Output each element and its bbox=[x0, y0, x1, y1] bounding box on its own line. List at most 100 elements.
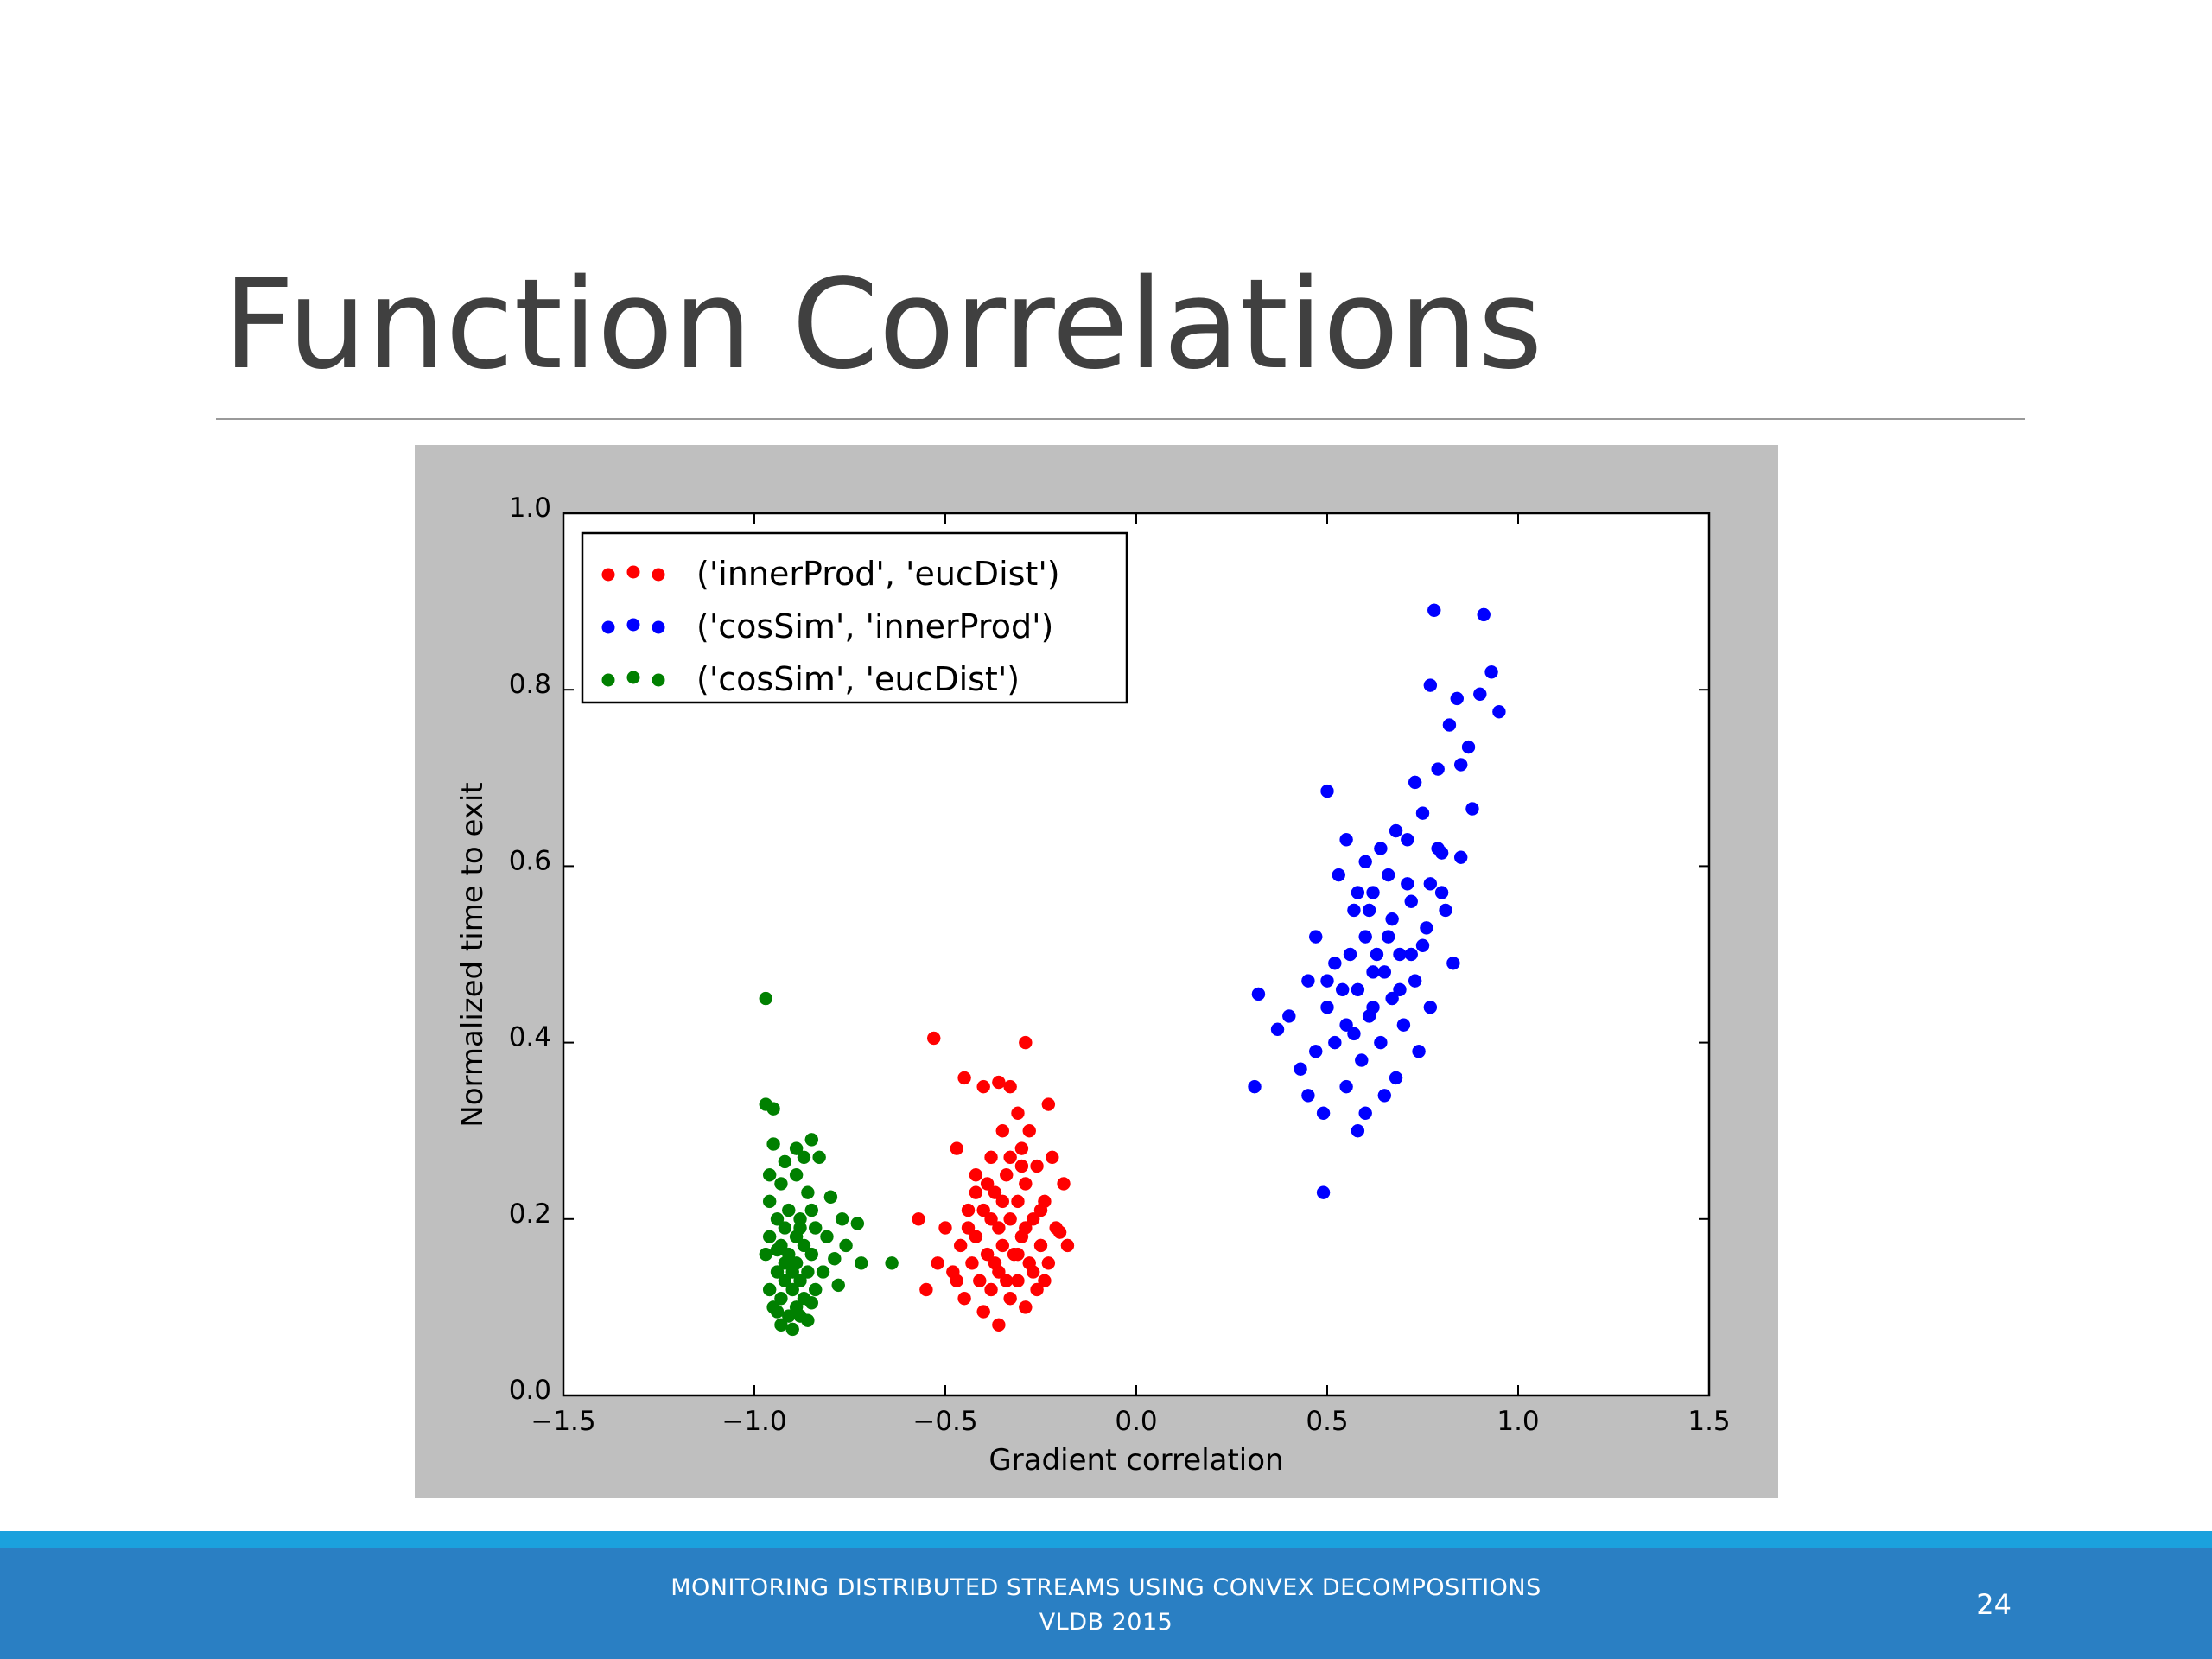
data-point bbox=[976, 1203, 990, 1217]
x-tick-label: −1.0 bbox=[721, 1406, 786, 1437]
legend-label: ('innerProd', 'eucDist') bbox=[696, 555, 1060, 593]
data-point bbox=[995, 1194, 1010, 1209]
data-point bbox=[1401, 833, 1414, 847]
data-point bbox=[1374, 842, 1388, 855]
data-point bbox=[1358, 1106, 1372, 1121]
data-point bbox=[992, 1075, 1006, 1090]
data-point bbox=[988, 1185, 1002, 1199]
data-point bbox=[1351, 982, 1365, 997]
data-point bbox=[1396, 1018, 1411, 1032]
data-point bbox=[1022, 1123, 1036, 1138]
data-point bbox=[976, 1079, 990, 1094]
y-tick-label: 0.0 bbox=[509, 1375, 551, 1406]
data-point bbox=[789, 1141, 804, 1155]
data-point bbox=[1038, 1274, 1052, 1288]
slide-number: 24 bbox=[1976, 1588, 2012, 1621]
data-point bbox=[980, 1247, 995, 1262]
legend-label: ('cosSim', 'eucDist') bbox=[696, 660, 1020, 698]
legend-marker bbox=[652, 568, 665, 582]
data-point bbox=[995, 1238, 1010, 1253]
data-point bbox=[778, 1221, 792, 1235]
data-point bbox=[785, 1265, 799, 1279]
data-point bbox=[1431, 842, 1445, 855]
data-point bbox=[926, 1031, 941, 1046]
data-point bbox=[1041, 1256, 1056, 1270]
data-point bbox=[839, 1238, 853, 1253]
data-point bbox=[1450, 691, 1465, 706]
data-point bbox=[1404, 894, 1418, 908]
data-point bbox=[1427, 603, 1441, 618]
data-point bbox=[823, 1190, 838, 1205]
data-point bbox=[1251, 987, 1266, 1001]
data-point bbox=[1377, 1089, 1392, 1103]
data-point bbox=[770, 1305, 785, 1319]
data-point bbox=[1453, 758, 1468, 772]
data-point bbox=[1381, 868, 1395, 882]
data-point bbox=[1370, 947, 1384, 962]
data-point bbox=[1423, 1001, 1438, 1014]
data-point bbox=[1434, 886, 1449, 899]
data-point bbox=[992, 1318, 1006, 1332]
y-axis-label: Normalized time to exit bbox=[455, 782, 490, 1127]
data-point bbox=[762, 1194, 777, 1209]
x-axis-label: Gradient correlation bbox=[988, 1443, 1283, 1478]
data-point bbox=[1347, 1027, 1361, 1041]
data-point bbox=[1389, 823, 1403, 838]
data-point bbox=[912, 1212, 925, 1226]
data-point bbox=[855, 1256, 868, 1270]
x-tick-label: −1.5 bbox=[531, 1406, 595, 1437]
data-point bbox=[1374, 1035, 1388, 1050]
data-point bbox=[1366, 1001, 1380, 1014]
data-point bbox=[1423, 877, 1438, 891]
data-point bbox=[835, 1212, 849, 1226]
data-point bbox=[1328, 956, 1342, 970]
data-point bbox=[969, 1168, 983, 1182]
data-point bbox=[1301, 1089, 1315, 1103]
data-point bbox=[969, 1185, 983, 1199]
data-point bbox=[1339, 833, 1353, 847]
data-point bbox=[766, 1102, 780, 1116]
data-point bbox=[1339, 1079, 1353, 1094]
data-point bbox=[1420, 921, 1433, 935]
data-point bbox=[1358, 930, 1372, 944]
y-tick-label: 0.4 bbox=[509, 1022, 551, 1053]
data-point bbox=[759, 1247, 773, 1262]
data-point bbox=[797, 1150, 811, 1165]
data-point bbox=[1465, 802, 1479, 816]
legend: ('innerProd', 'eucDist') ('cosSim', 'inne… bbox=[581, 531, 1128, 704]
data-point bbox=[950, 1274, 964, 1288]
data-point bbox=[1473, 687, 1487, 702]
data-point bbox=[1308, 1045, 1323, 1058]
data-point bbox=[1461, 740, 1476, 754]
data-point bbox=[1389, 1071, 1403, 1085]
x-tick-label: −0.5 bbox=[912, 1406, 977, 1437]
data-point bbox=[816, 1265, 830, 1279]
y-tick-label: 0.6 bbox=[509, 845, 551, 876]
y-tick-label: 0.2 bbox=[509, 1198, 551, 1230]
data-point bbox=[1003, 1291, 1017, 1306]
data-point bbox=[938, 1221, 952, 1235]
legend-marker bbox=[601, 673, 615, 687]
data-point bbox=[1351, 1123, 1365, 1138]
data-point bbox=[1339, 1018, 1353, 1032]
data-point bbox=[808, 1282, 823, 1297]
data-point bbox=[1408, 974, 1422, 988]
data-point bbox=[953, 1238, 968, 1253]
data-point bbox=[1332, 868, 1346, 882]
data-point bbox=[1011, 1194, 1025, 1209]
data-point bbox=[1282, 1009, 1296, 1023]
data-point bbox=[1439, 903, 1452, 918]
data-point bbox=[804, 1203, 819, 1217]
data-point bbox=[1328, 1035, 1342, 1050]
data-point bbox=[1412, 1045, 1426, 1058]
data-point bbox=[774, 1177, 788, 1191]
data-point bbox=[961, 1203, 976, 1217]
data-point bbox=[782, 1203, 796, 1217]
data-point bbox=[1316, 1185, 1331, 1199]
data-point bbox=[980, 1177, 995, 1191]
data-point bbox=[1366, 965, 1380, 979]
data-point bbox=[992, 1221, 1006, 1235]
data-point bbox=[1320, 1001, 1334, 1014]
data-point bbox=[797, 1238, 811, 1253]
data-point bbox=[762, 1282, 777, 1297]
